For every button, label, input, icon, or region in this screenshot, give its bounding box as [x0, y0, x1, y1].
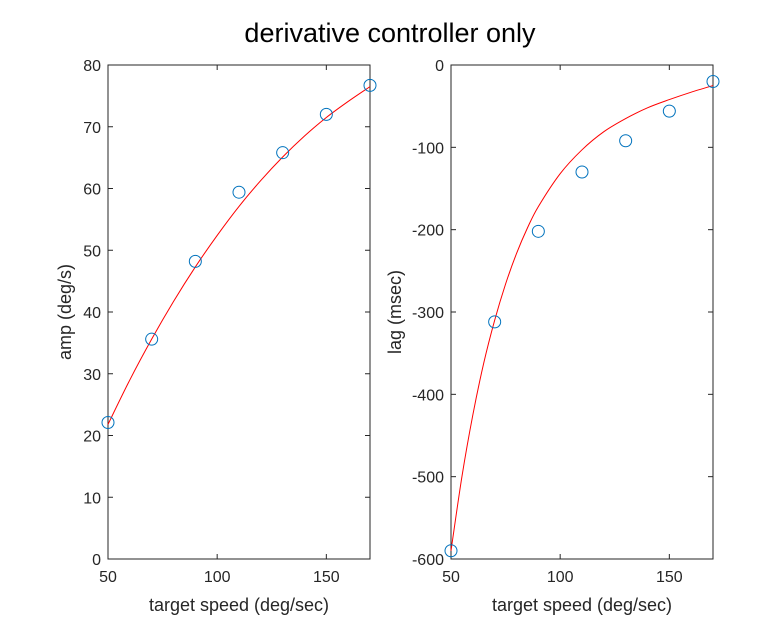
lag-data-point: [488, 315, 502, 329]
lag-data-point: [444, 544, 458, 558]
amp-data-point: [276, 146, 290, 160]
lag-y-tick-label: -600: [412, 552, 444, 569]
amp-plot-area: [107, 64, 371, 560]
amp-data-point: [232, 185, 246, 199]
lag-x-tick-label: 150: [656, 569, 683, 586]
lag-y-axis-label: lag (msec): [385, 270, 405, 354]
amp-y-tick-label: 50: [83, 243, 101, 260]
amp-fit-curve: [107, 86, 371, 425]
lag-fit-curve: [450, 85, 714, 551]
amp-y-tick-label: 20: [83, 429, 101, 446]
lag-data-point: [575, 165, 589, 179]
amp-data-point: [188, 254, 202, 268]
amp-x-tick-label: 50: [99, 569, 117, 586]
amp-x-tick-label: 150: [313, 569, 340, 586]
lag-plot-area: [450, 64, 714, 560]
lag-y-tick-label: -500: [412, 470, 444, 487]
lag-y-tick-label: 0: [435, 58, 444, 75]
lag-y-tick-label: -100: [412, 140, 444, 157]
amp-y-tick-label: 70: [83, 120, 101, 137]
figure-title: derivative controller only: [244, 18, 536, 48]
amp-y-axis-label: amp (deg/s): [55, 264, 75, 360]
lag-x-tick-label: 100: [547, 569, 574, 586]
lag-data-point: [662, 104, 676, 118]
amp-y-tick-label: 30: [83, 367, 101, 384]
amp-x-tick-label: 100: [204, 569, 231, 586]
lag-y-tick-label: -300: [412, 305, 444, 322]
lag-x-tick-label: 50: [442, 569, 460, 586]
lag-y-tick-label: -200: [412, 223, 444, 240]
amp-y-tick-label: 10: [83, 490, 101, 507]
lag-data-point: [531, 224, 545, 238]
amp-x-axis-label: target speed (deg/sec): [149, 595, 329, 615]
amp-data-point: [319, 107, 333, 121]
lag-data-point: [619, 134, 633, 148]
lag-y-tick-label: -400: [412, 387, 444, 404]
amp-data-point: [101, 416, 115, 430]
amp-y-tick-label: 0: [92, 552, 101, 569]
right-axes-lag: 50 100 150 -600 -500 -400 -300 -200 -100 0 target …: [385, 58, 720, 615]
left-axes-amp: 50 100 150 0 10 20 30 40 50 60 70 80 target speed (d…: [55, 58, 377, 615]
amp-y-tick-label: 40: [83, 305, 101, 322]
lag-data-point: [706, 74, 720, 88]
amp-y-tick-label: 80: [83, 58, 101, 75]
lag-x-axis-label: target speed (deg/sec): [492, 595, 672, 615]
amp-data-point: [145, 332, 159, 346]
amp-data-point: [363, 78, 377, 92]
amp-y-tick-label: 60: [83, 182, 101, 199]
